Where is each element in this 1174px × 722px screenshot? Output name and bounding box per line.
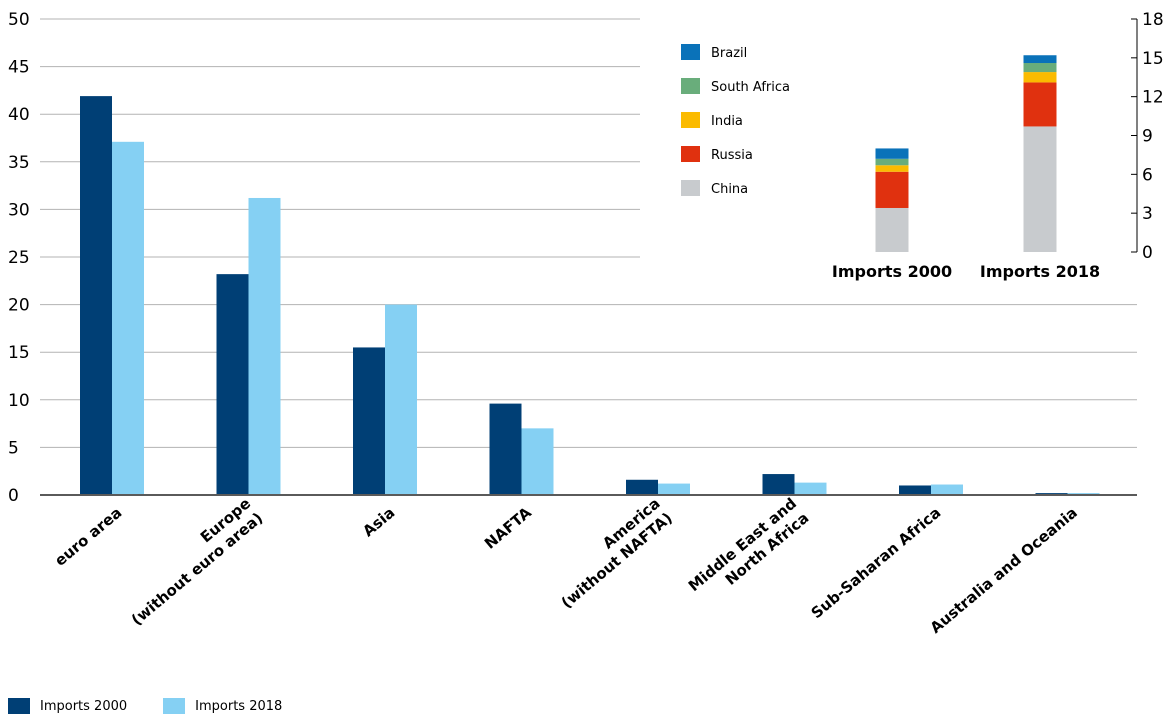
legend-label-brazil: Brazil: [711, 46, 747, 61]
inset-y-tick-label: 3: [1142, 204, 1153, 224]
legend-label-imports-2000: Imports 2000: [40, 698, 128, 714]
stack-south-africa-imports-2018: [1023, 63, 1057, 73]
category-label-line: NAFTA: [481, 503, 535, 552]
inset-y-tick-label: 12: [1142, 88, 1164, 108]
inset-category-label: Imports 2000: [832, 262, 952, 281]
y-tick-label: 20: [8, 296, 30, 316]
main-chart-legend: Imports 2000 Imports 2018: [8, 698, 318, 714]
category-label-sub-saharan-africa: Sub-Saharan Africa: [808, 503, 945, 622]
legend-swatch-imports-2000: [8, 698, 30, 714]
bar-imports-2018-asia: [385, 304, 417, 495]
legend-swatch-russia: [681, 146, 700, 162]
bar-imports-2000-middle-east-and-north-africa: [762, 474, 795, 495]
y-tick-label: 15: [8, 343, 30, 363]
stack-china-imports-2000: [875, 207, 909, 252]
category-label-australia-and-oceania: Australia and Oceania: [927, 503, 1081, 636]
stack-china-imports-2018: [1023, 126, 1057, 252]
bar-imports-2000-sub-saharan-africa: [899, 485, 931, 495]
category-label-line: euro area: [51, 503, 125, 569]
main-chart-category-labels: euro area Europe(without euro area) Asia NA…: [51, 494, 1081, 637]
bar-imports-2000-asia: [353, 347, 385, 495]
legend-label-russia: Russia: [711, 148, 753, 163]
bar-imports-2000-europe-without-euro-area: [216, 274, 249, 495]
inset-y-tick-label: 0: [1142, 243, 1153, 263]
category-label-euro-area: euro area: [51, 503, 125, 569]
inset-y-tick-label: 9: [1142, 127, 1153, 147]
stack-south-africa-imports-2000: [875, 158, 909, 166]
legend-item-imports-2000: Imports 2000: [8, 698, 127, 714]
category-label-america-without-nafta: America(without NAFTA): [558, 494, 676, 612]
legend-label-india: India: [711, 114, 743, 129]
bar-imports-2000-nafta: [489, 403, 522, 495]
legend-label-south-africa: South Africa: [711, 80, 790, 95]
category-label-asia: Asia: [359, 503, 398, 540]
legend-swatch-south-africa: [681, 78, 700, 94]
y-tick-label: 40: [8, 105, 30, 125]
bar-imports-2018-europe-without-euro-area: [248, 197, 281, 495]
bar-imports-2000-euro-area: [80, 96, 112, 495]
category-label-line: Sub-Saharan Africa: [808, 503, 945, 622]
legend-label-china: China: [711, 182, 748, 197]
category-label-line: (without euro area): [128, 509, 266, 629]
legend-item-imports-2018: Imports 2018: [163, 698, 282, 714]
inset-chart-bars: [875, 55, 1057, 252]
stack-india-imports-2018: [1023, 72, 1057, 83]
legend-swatch-imports-2018: [163, 698, 186, 714]
stack-brazil-imports-2000: [875, 148, 909, 159]
category-label-nafta: NAFTA: [481, 503, 535, 552]
main-chart-y-ticks: 0 5 10 15 20 25 30 35 40 45 50: [8, 10, 30, 506]
bar-imports-2018-america-without-nafta: [658, 483, 690, 495]
y-tick-label: 30: [8, 200, 30, 220]
bar-imports-2018-sub-saharan-africa: [931, 484, 963, 495]
category-label-line: Asia: [359, 503, 398, 540]
legend-label-imports-2018: Imports 2018: [195, 698, 283, 714]
y-tick-label: 45: [8, 58, 30, 78]
stack-russia-imports-2000: [875, 171, 909, 208]
bar-imports-2018-nafta: [521, 428, 554, 495]
stack-russia-imports-2018: [1023, 82, 1057, 127]
legend-swatch-china: [681, 180, 700, 196]
inset-y-tick-label: 18: [1142, 10, 1164, 30]
bar-imports-2018-euro-area: [112, 141, 144, 496]
legend-swatch-brazil: [681, 44, 700, 60]
bar-imports-2018-middle-east-and-north-africa: [794, 482, 827, 495]
y-tick-label: 35: [8, 153, 30, 173]
y-tick-label: 25: [8, 248, 30, 268]
inset-y-tick-label: 15: [1142, 49, 1164, 69]
category-label-line: Australia and Oceania: [927, 503, 1081, 636]
main-chart-bars: [80, 96, 1100, 496]
bar-imports-2000-america-without-nafta: [626, 479, 658, 495]
legend-swatch-india: [681, 112, 700, 128]
inset-category-label: Imports 2018: [980, 262, 1100, 281]
inset-chart-category-labels: Imports 2000 Imports 2018: [832, 262, 1100, 281]
y-tick-label: 0: [8, 486, 19, 506]
inset-chart-legend: Brazil South Africa India Russia China: [681, 44, 790, 197]
stack-brazil-imports-2018: [1023, 55, 1057, 64]
inset-y-tick-label: 6: [1142, 165, 1153, 185]
y-tick-label: 5: [8, 438, 19, 458]
y-tick-label: 50: [8, 10, 30, 30]
y-tick-label: 10: [8, 391, 30, 411]
stack-india-imports-2000: [875, 165, 909, 172]
category-label-europe-without-euro-area: Europe(without euro area): [128, 494, 266, 629]
inset-chart-y-ticks: 0 3 6 9 12 15 18: [1131, 10, 1164, 263]
